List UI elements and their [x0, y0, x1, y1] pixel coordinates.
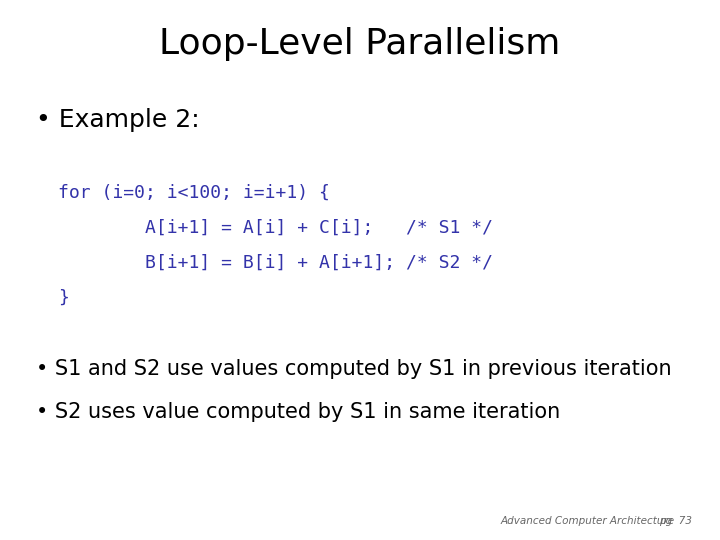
Text: pg  73: pg 73	[659, 516, 692, 526]
Text: for (i=0; i<100; i=i+1) {: for (i=0; i<100; i=i+1) {	[58, 184, 330, 201]
Text: • Example 2:: • Example 2:	[36, 108, 199, 132]
Text: Advanced Computer Architecture: Advanced Computer Architecture	[500, 516, 675, 526]
Text: • S1 and S2 use values computed by S1 in previous iteration: • S1 and S2 use values computed by S1 in…	[36, 359, 672, 379]
Text: • S2 uses value computed by S1 in same iteration: • S2 uses value computed by S1 in same i…	[36, 402, 560, 422]
Text: A[i+1] = A[i] + C[i];   /* S1 */: A[i+1] = A[i] + C[i]; /* S1 */	[58, 219, 492, 237]
Text: }: }	[58, 289, 68, 307]
Text: B[i+1] = B[i] + A[i+1]; /* S2 */: B[i+1] = B[i] + A[i+1]; /* S2 */	[58, 254, 492, 272]
Text: Loop-Level Parallelism: Loop-Level Parallelism	[159, 27, 561, 61]
